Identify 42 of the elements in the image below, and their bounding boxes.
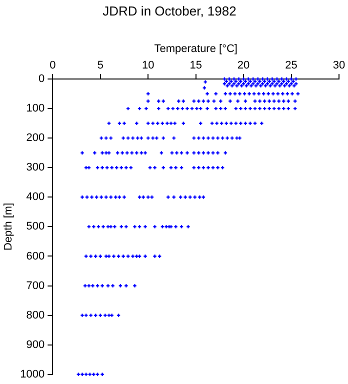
point [132, 284, 137, 288]
point [132, 224, 137, 229]
y-tick-label: 500 [26, 220, 45, 233]
y-tick-label: 300 [26, 162, 45, 174]
x-tick-label: 10 [142, 59, 154, 72]
point [164, 224, 168, 229]
point [112, 254, 116, 258]
point [112, 224, 117, 229]
y-tick-label: 1000 [20, 368, 45, 380]
x-axis-title: Temperature [°C] [154, 43, 238, 56]
y-axis-title: Depth [m] [2, 202, 15, 251]
point [143, 254, 148, 258]
x-tick-label: 15 [190, 59, 202, 72]
point [186, 224, 190, 229]
point [174, 224, 178, 229]
point [110, 284, 115, 288]
point [100, 284, 104, 288]
y-tick-label: 100 [26, 102, 45, 115]
point [101, 224, 106, 229]
point [290, 92, 294, 96]
y-tick-label: 900 [26, 338, 45, 351]
x-tick-label: 25 [285, 59, 298, 72]
point [90, 284, 95, 288]
point [92, 224, 96, 229]
point [238, 92, 242, 96]
y-tick-label: 200 [26, 132, 45, 144]
point [152, 254, 157, 258]
x-tick-label: 20 [237, 59, 250, 72]
y-tick-label: 600 [26, 250, 45, 262]
x-tick-label: 0 [50, 59, 56, 72]
point [247, 92, 252, 96]
point [205, 92, 210, 96]
x-tick-label: 30 [332, 59, 346, 72]
point [143, 224, 148, 229]
point [121, 254, 126, 258]
y-tick-label: 0 [38, 73, 45, 86]
y-tick-label: 800 [26, 309, 45, 322]
y-tick-label: 700 [26, 280, 45, 292]
chart-title: JDRD in October, 1982 [102, 3, 236, 18]
x-tick-label: 5 [97, 59, 104, 72]
y-tick-label: 400 [26, 191, 45, 204]
point [152, 224, 157, 229]
